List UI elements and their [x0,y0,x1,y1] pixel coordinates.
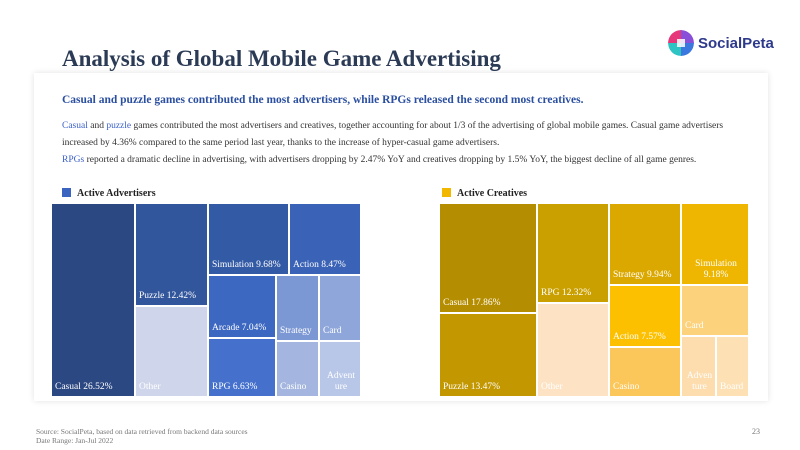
footer: Source: SocialPeta, based on data retrie… [36,427,248,445]
legend-advertisers: Active Advertisers [62,188,156,199]
treemap-tile-casino: Casino [277,342,320,398]
highlight-casual: Casual [62,121,88,131]
logo-icon [668,30,694,56]
paragraph-text: games contributed the most advertisers a… [131,121,724,131]
treemap-tile-strategy: Strategy [277,276,320,342]
paragraph-1-line-1: Casual and puzzle games contributed the … [62,121,723,131]
advertisers-treemap: Casual 26.52% Puzzle 12.42% Other Simulatio… [52,204,362,398]
treemap-tile-puzzle: Puzzle 13.47% [440,314,538,398]
treemap-label: Other [139,382,161,392]
legend-swatch [442,188,451,197]
page-title: Analysis of Global Mobile Game Advertisi… [62,46,501,71]
treemap-tile-card: Card [682,286,750,337]
treemap-label: Action 7.57% [613,332,666,342]
treemap-tile-adventure: Adven ture [682,337,717,398]
treemap-label: Casual 17.86% [443,298,501,308]
creatives-treemap: Casual 17.86% Puzzle 13.47% RPG 12.32% Othe… [440,204,750,398]
treemap-tile-action: Action 8.47% [290,204,362,276]
treemap-label: Puzzle 13.47% [443,382,500,392]
treemap-label: Strategy [280,326,312,336]
treemap-label: RPG 6.63% [212,382,258,392]
treemap-label: Action 8.47% [293,260,346,270]
treemap-label: Casino [280,382,307,392]
treemap-tile-arcade: Arcade 7.04% [209,276,277,339]
treemap-tile-other: Other [136,307,209,398]
source-note: Source: SocialPeta, based on data retrie… [36,427,248,436]
treemap-tile-board: Board [717,337,750,398]
treemap-tile-card: Card [320,276,362,342]
treemap-label: Strategy 9.94% [613,270,672,280]
treemap-tile-puzzle: Puzzle 12.42% [136,204,209,307]
treemap-tile-other: Other [538,304,610,398]
highlight-rpgs: RPGs [62,155,85,165]
treemap-label: Arcade 7.04% [212,323,267,333]
treemap-label: Casual 26.52% [55,382,113,392]
legend-swatch [62,188,71,197]
treemap-tile-strategy: Strategy 9.94% [610,204,682,286]
treemap-label: Adven ture [686,371,713,392]
treemap-tile-simulation: Simulation 9.18% [682,204,750,286]
treemap-label: Other [541,382,563,392]
paragraph-text: reported a dramatic decline in advertisi… [84,155,697,165]
treemap-tile-adventure: Advent ure [320,342,362,398]
legend-creatives: Active Creatives [442,188,527,199]
date-range: Date Range: Jan-Jul 2022 [36,436,114,445]
treemap-tile-action: Action 7.57% [610,286,682,348]
treemap-label: Advent ure [327,371,355,392]
paragraph-1-line-2: increased by 4.36% compared to the same … [62,138,500,148]
treemap-label: Card [323,326,342,336]
subtitle: Casual and puzzle games contributed the … [62,94,584,106]
legend-label: Active Creatives [457,188,528,199]
treemap-label: Simulation 9.68% [212,260,281,270]
brand-logo: SocialPeta [668,30,778,60]
legend-label: Active Advertisers [77,188,156,199]
treemap-tile-simulation: Simulation 9.68% [209,204,290,276]
treemap-label: Card [685,321,704,331]
treemap-tile-rpg: RPG 12.32% [538,204,610,304]
paragraph-text: and [87,121,107,131]
treemap-tile-casino: Casino [610,348,682,398]
highlight-puzzle: puzzle [106,121,132,131]
treemap-label: RPG 12.32% [541,288,592,298]
page-number: 23 [752,427,760,436]
treemap-label: Casino [613,382,640,392]
treemap-label: Puzzle 12.42% [139,291,196,301]
treemap-label: Board [720,382,744,392]
logo-text: SocialPeta [698,35,774,52]
treemap-tile-casual: Casual 26.52% [52,204,136,398]
treemap-label: Simulation 9.18% [695,259,737,280]
treemap-tile-rpg: RPG 6.63% [209,339,277,398]
paragraph-2: RPGs reported a dramatic decline in adve… [62,155,696,165]
treemap-tile-casual: Casual 17.86% [440,204,538,314]
